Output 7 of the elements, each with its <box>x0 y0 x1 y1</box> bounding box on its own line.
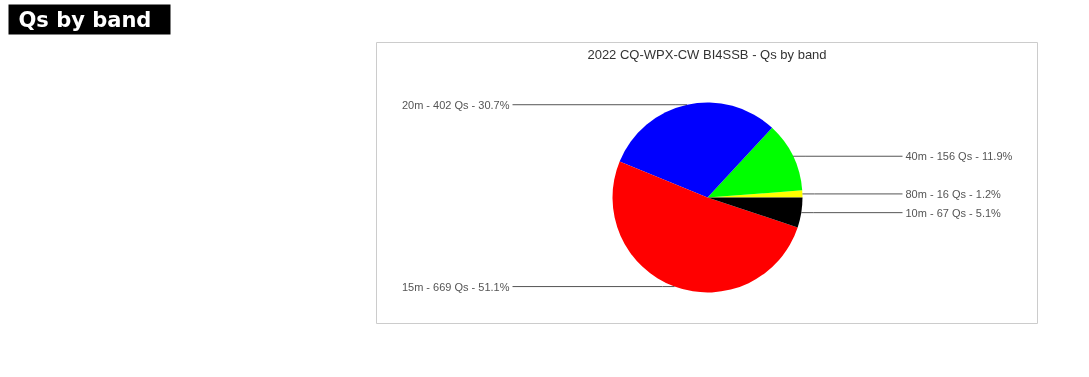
slice-label: 40m - 156 Qs - 11.9% <box>905 150 1013 163</box>
chart-title: 2022 CQ-WPX-CW BI4SSB - Qs by band <box>587 47 827 62</box>
slice-label: 20m - 402 Qs - 30.7% <box>401 98 510 111</box>
slice-label: 80m - 16 Qs - 1.2% <box>905 187 1002 200</box>
text: Qs by band <box>18 7 152 32</box>
slice-label: 10m - 67 Qs - 5.1% <box>905 206 1002 219</box>
slice-label: 15m - 669 Qs - 51.1% <box>401 280 510 293</box>
